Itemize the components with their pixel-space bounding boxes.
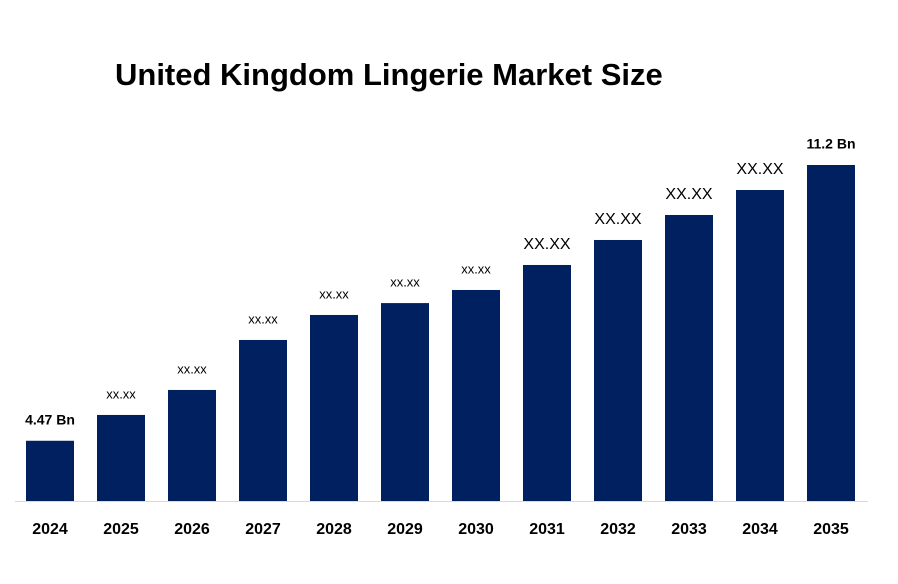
value-label: xx.xx: [461, 261, 491, 276]
value-label: xx.xx: [177, 361, 207, 376]
x-tick-label: 2031: [529, 521, 565, 538]
value-label: 11.2 Bn: [806, 136, 855, 152]
x-tick-label: 2033: [671, 521, 707, 538]
bar: [452, 289, 500, 501]
bar: [168, 389, 216, 501]
x-tick-label: 2026: [174, 521, 210, 538]
value-label: XX.XX: [523, 236, 570, 253]
x-tick-label: 2027: [245, 521, 281, 538]
bar: [594, 239, 642, 502]
value-label: xx.xx: [319, 286, 349, 301]
x-tick-label: 2032: [600, 521, 636, 538]
bar: [26, 440, 74, 501]
x-tick-label: 2025: [103, 521, 139, 538]
value-label: XX.XX: [665, 186, 712, 203]
chart-title: United Kingdom Lingerie Market Size: [115, 57, 663, 92]
bar: [310, 314, 358, 501]
value-label: XX.XX: [736, 161, 783, 178]
value-label: xx.xx: [106, 386, 136, 401]
bar: [736, 189, 784, 501]
value-label: xx.xx: [390, 275, 420, 290]
bar: [381, 303, 429, 501]
bar: [523, 264, 571, 501]
x-tick-label: 2029: [387, 521, 423, 538]
x-tick-label: 2024: [32, 521, 68, 538]
x-tick-label: 2030: [458, 521, 494, 538]
x-tick-label: 2035: [813, 521, 849, 538]
value-label: XX.XX: [594, 211, 641, 228]
x-tick-label: 2028: [316, 521, 352, 538]
value-label: 4.47 Bn: [25, 411, 75, 427]
bar: [239, 339, 287, 501]
value-label: xx.xx: [248, 311, 278, 326]
bar: [97, 414, 145, 501]
bar: [807, 165, 855, 501]
bar: [665, 214, 713, 502]
x-tick-label: 2034: [742, 521, 778, 538]
